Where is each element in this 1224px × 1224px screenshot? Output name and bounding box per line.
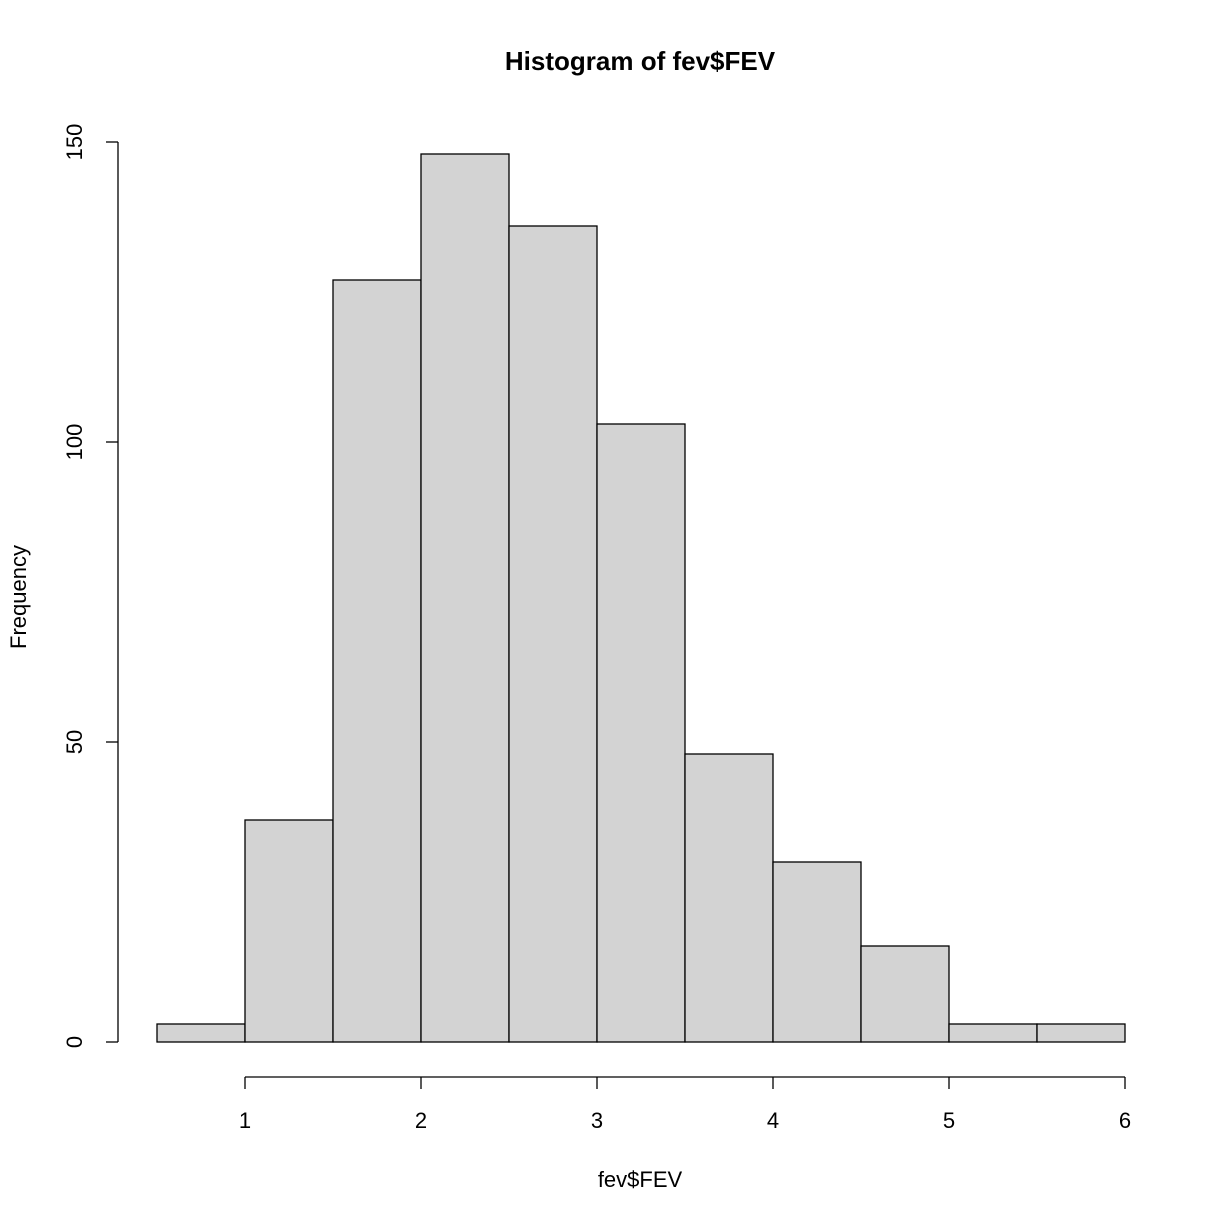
histogram-bar-8	[772, 861, 862, 1043]
x-tick-label-4: 4	[767, 1108, 779, 1133]
x-tick-label-2: 2	[415, 1108, 427, 1133]
x-axis-label: fev$FEV	[598, 1167, 683, 1192]
histogram-bar-5	[508, 225, 598, 1043]
bars-group	[156, 153, 1126, 1043]
y-tick-label-150: 150	[62, 124, 87, 161]
histogram-bar-6	[596, 423, 686, 1043]
histogram-bar-9	[860, 945, 950, 1043]
y-tick-label-100: 100	[62, 424, 87, 461]
histogram-bar-2	[244, 819, 334, 1043]
y-axis-label: Frequency	[6, 545, 31, 649]
chart-title: Histogram of fev$FEV	[505, 46, 776, 76]
y-axis: 0 50 100 150	[62, 124, 119, 1048]
x-tick-label-6: 6	[1119, 1108, 1131, 1133]
x-tick-label-1: 1	[239, 1108, 251, 1133]
x-axis: 1 2 3 4 5 6	[239, 1076, 1131, 1133]
histogram-bar-10	[948, 1023, 1038, 1043]
x-tick-label-5: 5	[943, 1108, 955, 1133]
histogram-bar-4	[420, 153, 510, 1043]
histogram-bar-7	[684, 753, 774, 1043]
histogram-bar-3	[332, 279, 422, 1043]
histogram-bar-1	[156, 1023, 246, 1043]
histogram-bar-11	[1036, 1023, 1126, 1043]
y-tick-label-50: 50	[62, 730, 87, 754]
y-tick-label-0: 0	[62, 1036, 87, 1048]
x-tick-label-3: 3	[591, 1108, 603, 1133]
